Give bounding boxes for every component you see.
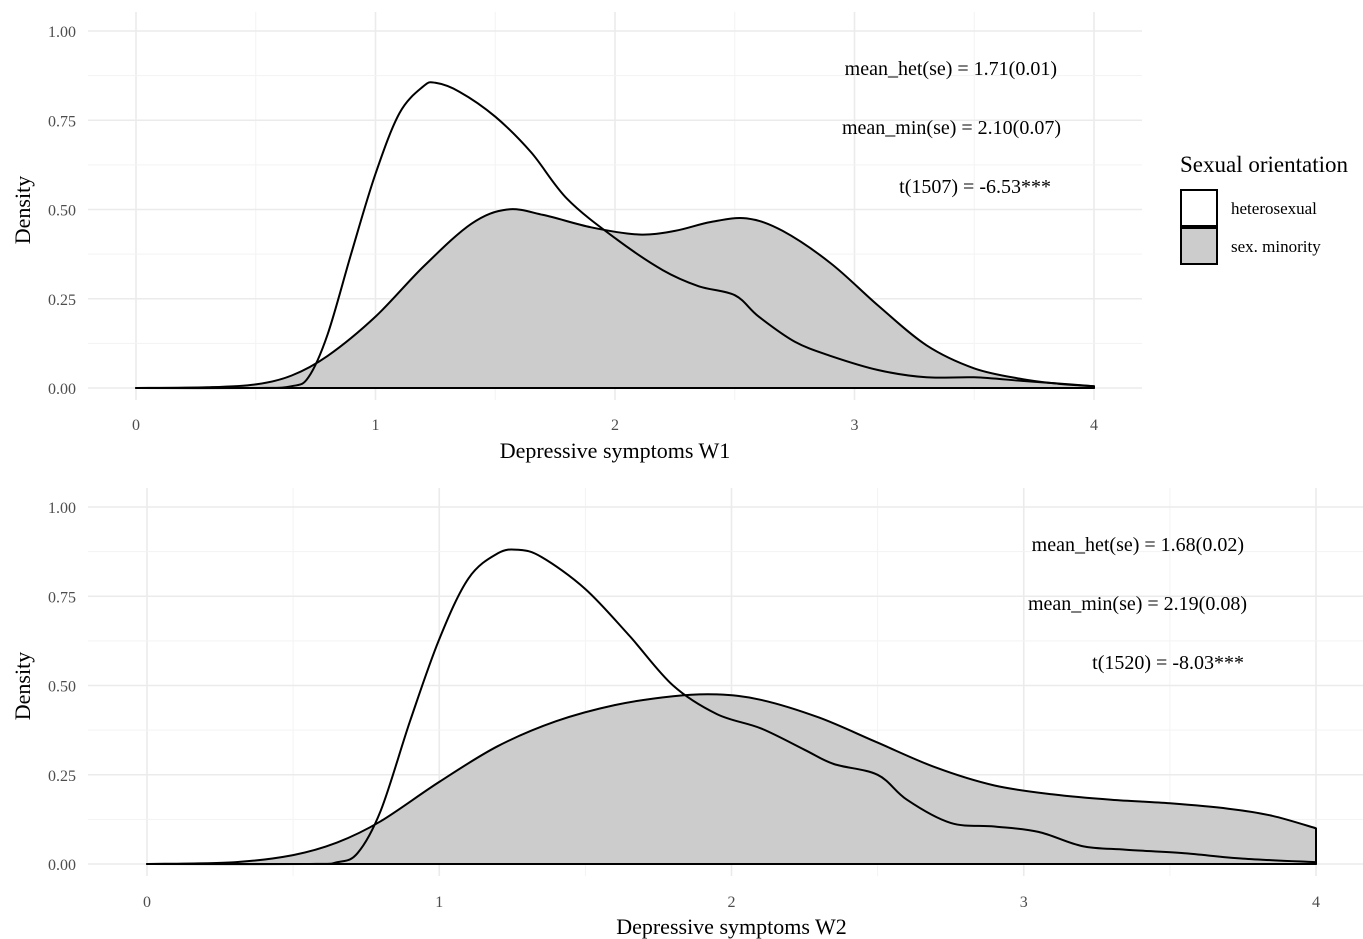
x-tick-label: 3 bbox=[1020, 894, 1028, 911]
y-tick-label: 0.50 bbox=[48, 203, 76, 220]
density-heterosexual bbox=[135, 81, 1095, 390]
density-heterosexual bbox=[146, 548, 1317, 866]
y-tick-label: 1.00 bbox=[48, 500, 76, 517]
panel-2: 0 1 2 3 4 0.00 0.25 0.50 0.75 1.00 Depressive symp… bbox=[10, 488, 1363, 939]
y-axis-title: Density bbox=[10, 652, 35, 720]
annotation: mean_het(se) = 1.71(0.01) bbox=[845, 58, 1057, 80]
x-tick-label: 2 bbox=[611, 417, 619, 434]
x-tick-label: 4 bbox=[1090, 417, 1098, 434]
y-tick-label: 0.25 bbox=[48, 768, 76, 785]
y-tick-label: 0.75 bbox=[48, 113, 76, 130]
legend: Sexual orientation heterosexual sex. minor… bbox=[1180, 152, 1348, 265]
annotation: mean_het(se) = 1.68(0.02) bbox=[1032, 534, 1244, 556]
x-tick-label: 0 bbox=[132, 417, 140, 434]
x-tick-label: 1 bbox=[372, 417, 380, 434]
y-tick-label: 0.75 bbox=[48, 589, 76, 606]
density-sex-minority bbox=[146, 693, 1317, 865]
annotation: mean_min(se) = 2.10(0.07) bbox=[842, 117, 1061, 139]
y-tick-label: 0.00 bbox=[48, 381, 76, 398]
legend-label: heterosexual bbox=[1231, 199, 1317, 218]
legend-swatch bbox=[1180, 189, 1218, 227]
x-axis-title: Depressive symptoms W1 bbox=[500, 438, 731, 463]
y-tick-label: 0.25 bbox=[48, 292, 76, 309]
annotation: mean_min(se) = 2.19(0.08) bbox=[1028, 593, 1247, 615]
panel-1: 0 1 2 3 4 0.00 0.25 0.50 0.75 1.00 Depressive symp… bbox=[10, 12, 1142, 463]
annotation: t(1520) = -8.03*** bbox=[1092, 652, 1244, 674]
y-tick-label: 0.50 bbox=[48, 679, 76, 696]
y-tick-label: 0.00 bbox=[48, 857, 76, 874]
legend-swatch bbox=[1180, 227, 1218, 265]
y-axis-title: Density bbox=[10, 176, 35, 244]
y-tick-label: 1.00 bbox=[48, 24, 76, 41]
legend-label: sex. minority bbox=[1231, 237, 1321, 256]
annotation: t(1507) = -6.53*** bbox=[899, 176, 1051, 198]
x-tick-label: 4 bbox=[1312, 894, 1320, 911]
x-axis-title: Depressive symptoms W2 bbox=[616, 914, 847, 939]
legend-title: Sexual orientation bbox=[1180, 152, 1348, 177]
x-tick-label: 2 bbox=[728, 894, 736, 911]
x-tick-label: 3 bbox=[851, 417, 859, 434]
x-tick-label: 0 bbox=[143, 894, 151, 911]
x-tick-label: 1 bbox=[435, 894, 443, 911]
